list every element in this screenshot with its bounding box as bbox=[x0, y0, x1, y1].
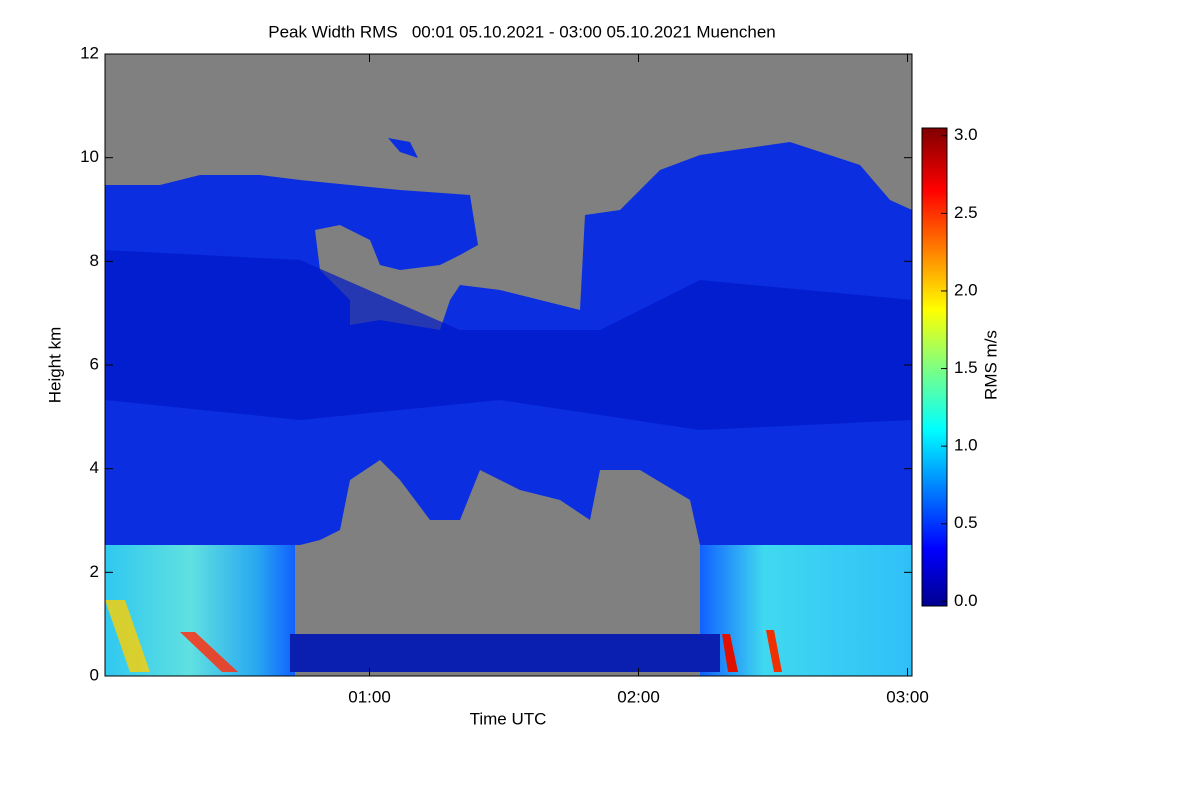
y-axis-label: Height km bbox=[45, 327, 64, 404]
y-tick-label: 2 bbox=[90, 562, 99, 581]
colorbar-tick-label: 0.0 bbox=[954, 591, 978, 610]
y-tick-label: 6 bbox=[90, 354, 99, 373]
streak bbox=[722, 634, 738, 672]
cloud-core bbox=[105, 250, 912, 430]
colorbar-tick-label: 2.0 bbox=[954, 280, 978, 299]
x-tick-label: 02:00 bbox=[617, 687, 660, 706]
streak bbox=[766, 630, 782, 672]
colorbar bbox=[921, 127, 948, 607]
y-tick-label: 10 bbox=[80, 147, 99, 166]
boundary-layer bbox=[700, 545, 912, 676]
chart-title: Peak Width RMS 00:01 05.10.2021 - 03:00 … bbox=[268, 22, 776, 41]
streak bbox=[180, 632, 238, 672]
colorbar-tick-label: 0.5 bbox=[954, 513, 978, 532]
colorbar-tick-label: 1.5 bbox=[954, 358, 978, 377]
y-tick-label: 8 bbox=[90, 251, 99, 270]
colorbar-label: RMS m/s bbox=[981, 330, 1000, 400]
x-axis-label: Time UTC bbox=[470, 709, 547, 728]
y-tick-label: 0 bbox=[90, 665, 99, 684]
colorbar-tick-label: 3.0 bbox=[954, 125, 978, 144]
x-tick-label: 03:00 bbox=[886, 687, 929, 706]
low-layer bbox=[290, 634, 720, 672]
streak bbox=[105, 600, 150, 672]
heatmap bbox=[105, 54, 912, 676]
cloud-patch bbox=[388, 138, 418, 158]
colorbar-tick-label: 1.0 bbox=[954, 436, 978, 455]
colorbar-tick-label: 2.5 bbox=[954, 203, 978, 222]
y-tick-label: 4 bbox=[90, 458, 99, 477]
y-tick-label: 12 bbox=[80, 43, 99, 62]
x-tick-label: 01:00 bbox=[348, 687, 391, 706]
